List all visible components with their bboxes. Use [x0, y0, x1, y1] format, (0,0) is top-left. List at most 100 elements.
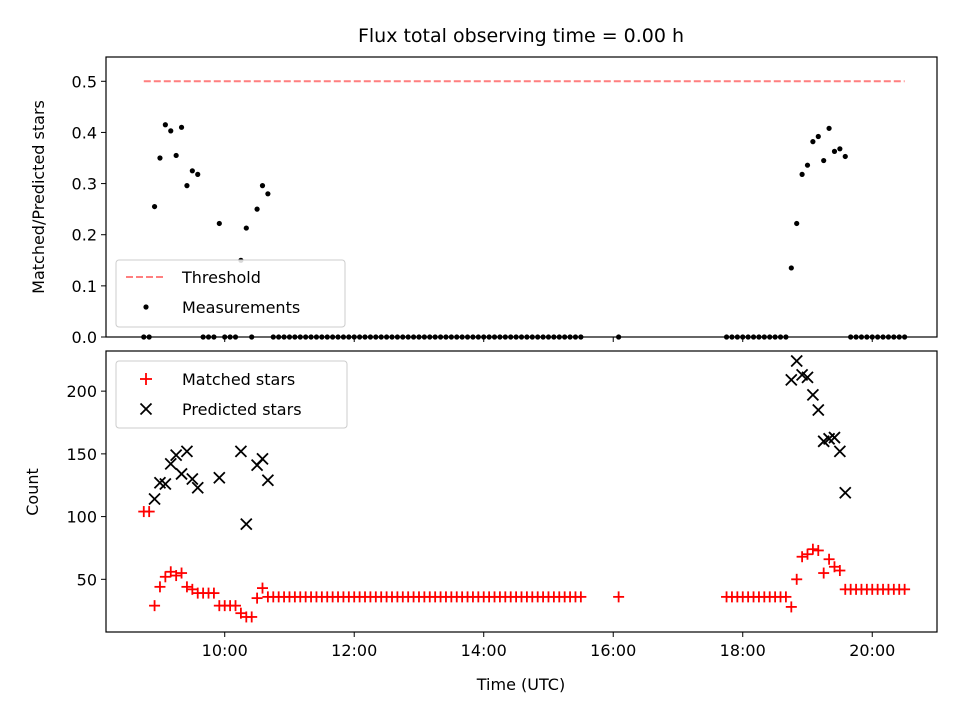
measurement-point	[178, 124, 185, 130]
predicted-stars-point	[833, 445, 847, 458]
measurement-point	[799, 171, 805, 177]
top-y-tick-label: 0.3	[72, 175, 97, 194]
top-y-tick-label: 0.4	[72, 123, 97, 142]
matched-stars-point	[230, 600, 242, 612]
predicted-stars-point	[785, 373, 798, 386]
top-legend-box	[115, 259, 346, 328]
bottom-y-tick-label: 200	[66, 382, 97, 401]
measurement-point	[254, 206, 260, 212]
measurement-point	[810, 139, 816, 145]
measurement-point	[815, 133, 821, 140]
matched-stars-point	[899, 583, 911, 595]
x-tick-label: 14:00	[461, 641, 507, 660]
legend-measurements-label: Measurements	[182, 298, 300, 317]
matched-stars-point	[818, 567, 830, 579]
legend-threshold-label: Threshold	[181, 268, 261, 287]
measurement-point	[189, 168, 195, 174]
matched-stars-point	[149, 600, 161, 612]
measurement-point	[826, 125, 832, 131]
matched-stars-point	[796, 551, 808, 563]
predicted-stars-point	[186, 472, 199, 486]
bottom-legend: Matched stars Predicted stars	[115, 360, 348, 429]
predicted-stars-point	[170, 448, 183, 462]
top-panel: 0.0 0.1 0.2 0.3 0.4 0.5 Threshold Measurements	[72, 56, 938, 347]
matched-stars-point	[613, 591, 625, 603]
matched-stars-point	[785, 601, 797, 613]
matched-stars-point	[834, 565, 846, 577]
measurement-point	[173, 152, 179, 159]
predicted-stars-point	[148, 492, 161, 506]
measurement-point	[794, 220, 800, 227]
predicted-stars-point	[240, 517, 253, 531]
predicted-stars-point	[790, 354, 803, 368]
matched-stars-point	[812, 544, 824, 556]
top-y-tick-label: 0.0	[72, 328, 97, 347]
matched-stars-point	[575, 591, 587, 603]
bottom-panel: 50 100 150 200 10:00 12:00 14:00 16:00 18:00 20:0…	[66, 350, 938, 660]
x-tick-label: 16:00	[590, 641, 636, 660]
predicted-stars-point	[801, 371, 814, 384]
bottom-y-tick-label: 100	[66, 508, 97, 527]
matched-stars-point	[251, 592, 263, 604]
bottom-y-tick-label: 150	[66, 445, 97, 464]
matched-stars-point	[246, 611, 258, 623]
measurement-point	[265, 191, 271, 197]
x-axis-label: Time (UTC)	[476, 675, 565, 694]
matched-stars-point	[801, 548, 813, 560]
matched-stars-point	[159, 571, 171, 583]
measurement-point	[216, 220, 222, 227]
x-tick-label: 20:00	[849, 641, 895, 660]
x-tick-label: 12:00	[331, 641, 377, 660]
matched-stars-point	[143, 506, 155, 518]
measurement-point	[804, 162, 811, 168]
measurement-point	[259, 183, 266, 189]
bottom-y-axis-label: Count	[23, 468, 42, 516]
measurement-point	[821, 157, 827, 164]
chart-title: Flux total observing time = 0.00 h	[358, 25, 684, 47]
top-legend: Threshold Measurements	[115, 259, 346, 328]
measurement-point	[184, 183, 190, 189]
matched-stars-point	[823, 553, 835, 565]
predicted-stars-point	[213, 471, 226, 484]
x-tick-label: 18:00	[720, 641, 766, 660]
predicted-stars-point	[234, 445, 248, 458]
matched-stars-point	[256, 582, 268, 594]
top-y-tick-label: 0.1	[72, 277, 97, 296]
legend-matched-swatch	[140, 373, 152, 385]
matched-stars-point	[791, 573, 803, 585]
matched-stars-point	[807, 543, 819, 555]
measurement-point	[842, 153, 848, 160]
measurement-point	[788, 265, 794, 271]
legend-matched-label: Matched stars	[182, 370, 295, 389]
top-y-tick-label: 0.2	[72, 226, 97, 245]
measurement-point	[151, 203, 158, 210]
predicted-stars-point	[256, 452, 269, 466]
matched-stars-point	[176, 567, 188, 579]
matched-stars-point	[780, 591, 792, 603]
predicted-stars-point	[159, 477, 172, 491]
top-y-tick-label: 0.5	[72, 72, 97, 91]
predicted-stars-point	[175, 467, 188, 481]
bottom-y-tick-label: 50	[77, 570, 97, 589]
top-plot-frame	[105, 56, 938, 338]
bottom-legend-box	[115, 360, 348, 429]
matched-stars-point	[170, 570, 182, 582]
predicted-stars-point	[164, 457, 177, 471]
legend-predicted-swatch	[139, 402, 153, 416]
bottom-plot-frame	[105, 350, 938, 633]
measurement-point	[162, 122, 168, 128]
legend-measurements-swatch	[143, 304, 149, 310]
measurement-point	[168, 128, 174, 134]
x-tick-label: 10:00	[202, 641, 248, 660]
predicted-stars-point	[812, 403, 825, 417]
predicted-stars-point	[180, 445, 194, 458]
measurement-point	[837, 146, 843, 152]
legend-predicted-label: Predicted stars	[182, 400, 302, 419]
matched-stars-point	[181, 581, 193, 593]
predicted-stars-point	[806, 388, 820, 402]
measurement-point	[243, 225, 249, 231]
top-y-axis-label: Matched/Predicted stars	[29, 100, 48, 294]
measurement-point	[157, 155, 163, 161]
measurement-point	[195, 171, 201, 177]
predicted-stars-point	[839, 486, 852, 499]
